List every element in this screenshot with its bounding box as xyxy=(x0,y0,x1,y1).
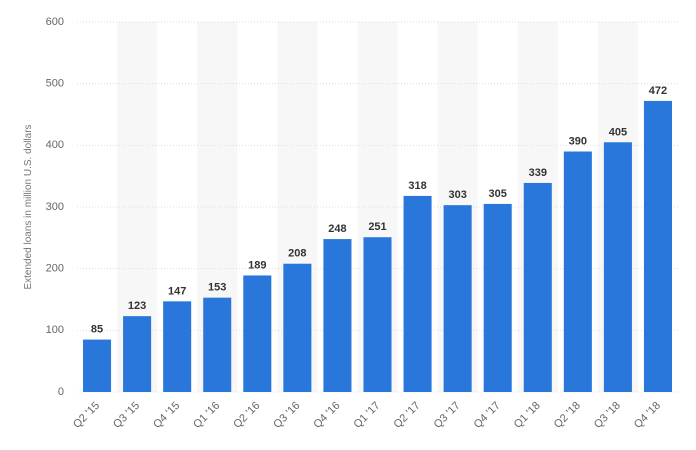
y-axis-title: Extended loans in million U.S. dollars xyxy=(23,124,34,289)
bar[interactable] xyxy=(323,239,352,392)
x-axis-ticks: Q2 '15 Q3 '15 Q4 '15 Q1 '16 Q2 '16 Q3 '16 Q4 '… xyxy=(71,400,663,431)
data-label: 123 xyxy=(128,300,146,312)
x-tick-label: Q2 '15 xyxy=(71,400,102,431)
data-label: 405 xyxy=(609,126,627,138)
bar[interactable] xyxy=(443,205,472,392)
x-tick-label: Q4 '16 xyxy=(311,400,342,431)
x-tick-label: Q4 '18 xyxy=(632,400,663,431)
bar[interactable] xyxy=(483,203,512,392)
data-label: 85 xyxy=(91,324,103,336)
bar[interactable] xyxy=(283,263,312,392)
bar[interactable] xyxy=(163,301,192,392)
bar[interactable] xyxy=(83,339,112,392)
x-tick-label: Q3 '18 xyxy=(592,400,623,431)
y-tick-label: 200 xyxy=(46,263,64,275)
x-tick-label: Q1 '16 xyxy=(191,400,222,431)
data-label: 248 xyxy=(328,223,346,235)
bar[interactable] xyxy=(643,100,672,392)
bar[interactable] xyxy=(523,182,552,392)
data-labels: 85 123 147 153 189 208 248 251 318 303 305 339 390 40… xyxy=(91,85,667,336)
data-label: 305 xyxy=(489,188,507,200)
x-tick-label: Q3 '17 xyxy=(432,400,463,431)
bar[interactable] xyxy=(603,142,632,392)
data-label: 189 xyxy=(248,259,266,271)
x-tick-label: Q1 '17 xyxy=(351,400,382,431)
x-tick-label: Q3 '15 xyxy=(111,400,142,431)
bar-series xyxy=(83,100,672,393)
y-tick-label: 500 xyxy=(46,78,64,90)
data-label: 472 xyxy=(649,85,667,97)
x-tick-label: Q1 '18 xyxy=(512,400,543,431)
x-tick-label: Q4 '17 xyxy=(472,400,503,431)
x-tick-label: Q2 '17 xyxy=(392,400,423,431)
bar[interactable] xyxy=(123,316,152,392)
y-axis-ticks: 0 100 200 300 400 500 600 xyxy=(46,16,64,398)
y-tick-label: 400 xyxy=(46,139,64,151)
x-tick-label: Q2 '16 xyxy=(231,400,262,431)
x-tick-label: Q3 '16 xyxy=(271,400,302,431)
data-label: 390 xyxy=(569,136,587,148)
bar[interactable] xyxy=(363,237,392,392)
y-tick-label: 300 xyxy=(46,201,64,213)
bar[interactable] xyxy=(243,275,272,392)
y-tick-label: 0 xyxy=(58,386,64,398)
data-label: 339 xyxy=(529,167,547,179)
y-tick-label: 100 xyxy=(46,324,64,336)
data-label: 318 xyxy=(408,180,426,192)
bar[interactable] xyxy=(403,195,432,392)
x-tick-label: Q4 '15 xyxy=(151,400,182,431)
data-label: 303 xyxy=(448,189,466,201)
data-label: 153 xyxy=(208,282,226,294)
data-label: 251 xyxy=(368,221,386,233)
data-label: 147 xyxy=(168,285,186,297)
bar[interactable] xyxy=(563,151,592,393)
y-tick-label: 600 xyxy=(46,16,64,28)
x-tick-label: Q2 '18 xyxy=(552,400,583,431)
data-label: 208 xyxy=(288,248,306,260)
bar[interactable] xyxy=(203,297,232,392)
